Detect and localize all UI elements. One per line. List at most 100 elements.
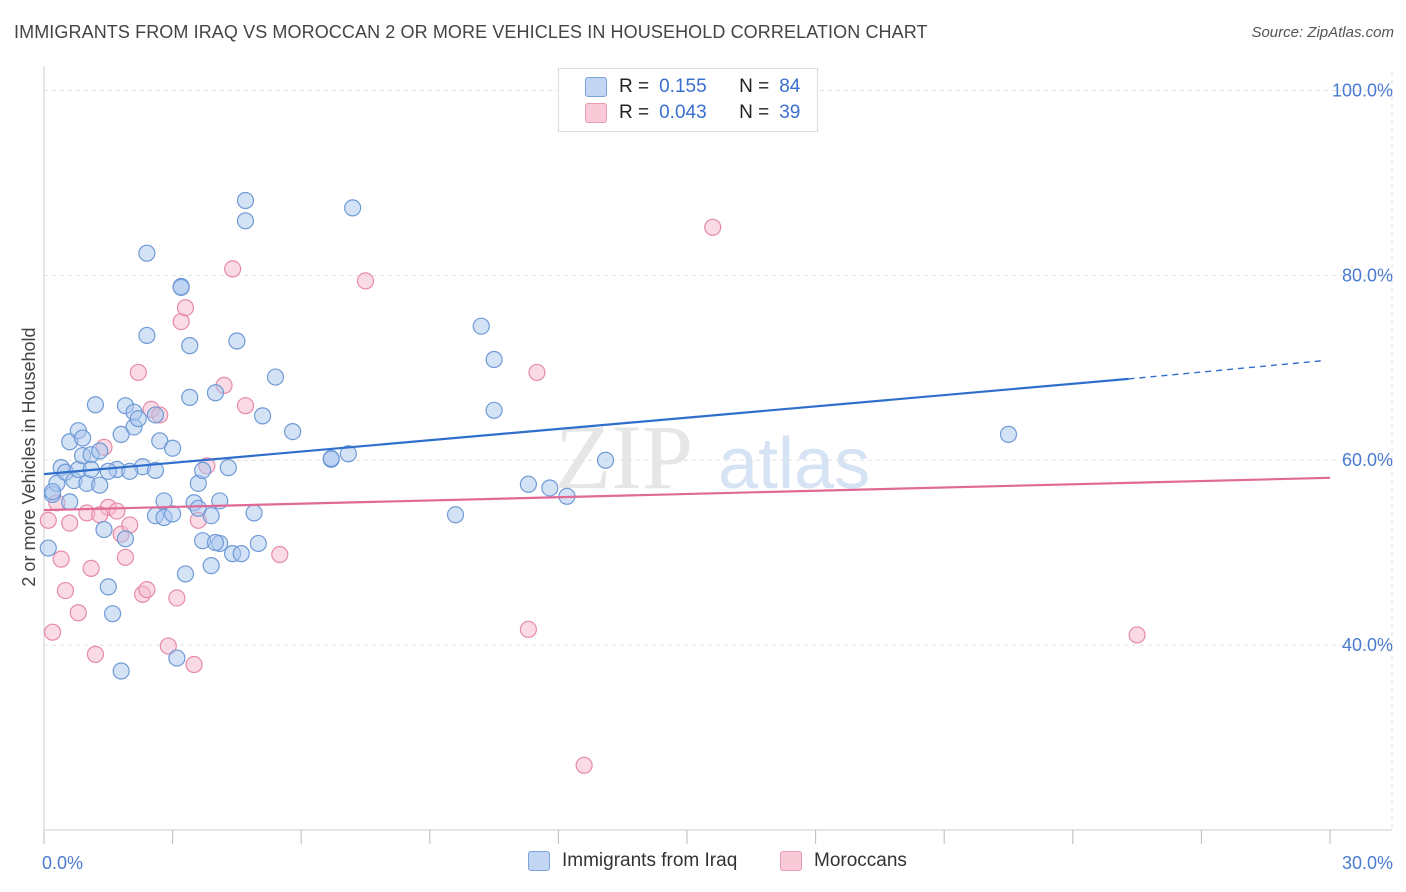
legend-r-label: R = <box>619 76 650 97</box>
point-moroccans <box>168 589 186 607</box>
point-iraq <box>194 461 212 480</box>
axes <box>43 66 1392 844</box>
point-iraq <box>172 278 190 296</box>
legend-row-moroccans: R = 0.043 N = 39 <box>585 101 800 125</box>
point-iraq <box>91 442 109 460</box>
x-tick-label: 30.0% <box>1342 853 1393 873</box>
legend-item-moroccans[interactable]: Moroccans <box>780 850 907 872</box>
watermark-zip: ZIP <box>555 406 693 508</box>
point-iraq <box>73 429 92 447</box>
legend-swatch-pink <box>780 851 802 871</box>
point-iraq <box>95 520 113 539</box>
point-iraq <box>91 476 109 494</box>
legend-item-iraq[interactable]: Immigrants from Iraq <box>528 850 737 872</box>
point-moroccans <box>159 637 177 655</box>
point-iraq <box>596 451 615 469</box>
point-iraq <box>43 483 62 501</box>
legend-n-value: 84 <box>779 76 801 97</box>
point-iraq <box>103 605 122 623</box>
point-moroccans <box>82 559 100 577</box>
point-iraq <box>112 662 130 680</box>
point-iraq <box>112 425 130 443</box>
point-iraq <box>138 326 156 345</box>
point-moroccans <box>236 397 255 415</box>
point-iraq <box>168 649 186 667</box>
point-moroccans <box>176 299 195 317</box>
point-moroccans <box>528 363 546 382</box>
point-iraq <box>146 406 165 424</box>
legend-r-label: R = <box>619 102 650 123</box>
point-iraq <box>228 332 246 350</box>
point-iraq <box>485 350 503 369</box>
series-legend: Immigrants from Iraq Moroccans <box>0 850 1406 878</box>
legend-swatch-blue <box>585 77 607 97</box>
y-tick-label: 60.0% <box>1342 450 1393 470</box>
legend-n-label: N = <box>739 76 770 97</box>
point-moroccans <box>108 502 126 520</box>
y-tick-label: 80.0% <box>1342 265 1393 285</box>
grid-lines <box>44 72 1393 830</box>
point-iraq <box>999 425 1018 443</box>
point-moroccans <box>138 581 156 599</box>
legend-row-iraq: R = 0.155 N = 84 <box>585 75 800 99</box>
y-tick-label: 100.0% <box>1332 80 1393 100</box>
point-iraq <box>39 539 57 557</box>
point-iraq <box>116 530 135 548</box>
legend-label-moroccans: Moroccans <box>814 850 907 871</box>
point-iraq <box>202 557 220 575</box>
y-axis-label: 2 or more Vehicles in Household <box>19 327 39 586</box>
point-moroccans <box>519 620 537 639</box>
legend-n-value: 39 <box>779 102 801 123</box>
trend-line-iraq <box>43 377 1129 476</box>
point-iraq <box>155 492 173 510</box>
point-iraq <box>206 533 225 552</box>
point-iraq <box>541 479 559 497</box>
point-iraq <box>61 493 79 511</box>
point-moroccans <box>185 655 203 674</box>
point-iraq <box>151 432 169 450</box>
y-tick-label: 40.0% <box>1342 635 1393 655</box>
legend-swatch-blue <box>528 851 550 871</box>
point-iraq <box>164 439 182 457</box>
point-iraq <box>249 534 267 553</box>
point-moroccans <box>224 260 242 278</box>
point-iraq <box>284 422 302 441</box>
tick-labels: 100.0% 80.0% 60.0% 40.0% 0.0% 30.0% <box>42 80 1393 873</box>
point-iraq <box>181 388 199 406</box>
trend-line-moroccans <box>43 476 1331 512</box>
point-iraq <box>266 368 285 386</box>
point-moroccans <box>86 645 105 663</box>
point-iraq <box>344 199 362 217</box>
point-moroccans <box>116 548 135 566</box>
point-moroccans <box>56 581 75 600</box>
legend-swatch-pink <box>585 103 607 123</box>
chart-title: IMMIGRANTS FROM IRAQ VS MOROCCAN 2 OR MO… <box>14 22 928 42</box>
point-iraq <box>219 459 237 477</box>
chart-source: Source: ZipAtlas.com <box>1251 24 1394 41</box>
point-moroccans <box>69 604 87 622</box>
point-iraq <box>236 191 255 210</box>
legend-n-label: N = <box>739 102 770 123</box>
point-iraq <box>129 410 147 428</box>
point-iraq <box>232 545 250 563</box>
point-iraq <box>138 244 156 262</box>
point-iraq <box>86 396 105 414</box>
trend-lines <box>43 359 1331 512</box>
point-iraq <box>485 401 503 419</box>
point-iraq <box>99 462 117 480</box>
point-moroccans <box>43 623 62 641</box>
point-iraq <box>189 499 207 517</box>
point-moroccans <box>61 514 79 532</box>
point-iraq <box>519 475 537 493</box>
point-moroccans <box>271 545 289 564</box>
point-iraq <box>236 212 255 230</box>
point-iraq <box>181 337 199 355</box>
point-iraq <box>206 384 225 402</box>
point-moroccans <box>129 363 147 382</box>
point-moroccans <box>575 756 593 774</box>
point-iraq <box>245 504 263 522</box>
point-iraq <box>254 407 272 425</box>
point-iraq <box>472 317 490 335</box>
point-moroccans <box>1128 626 1146 644</box>
